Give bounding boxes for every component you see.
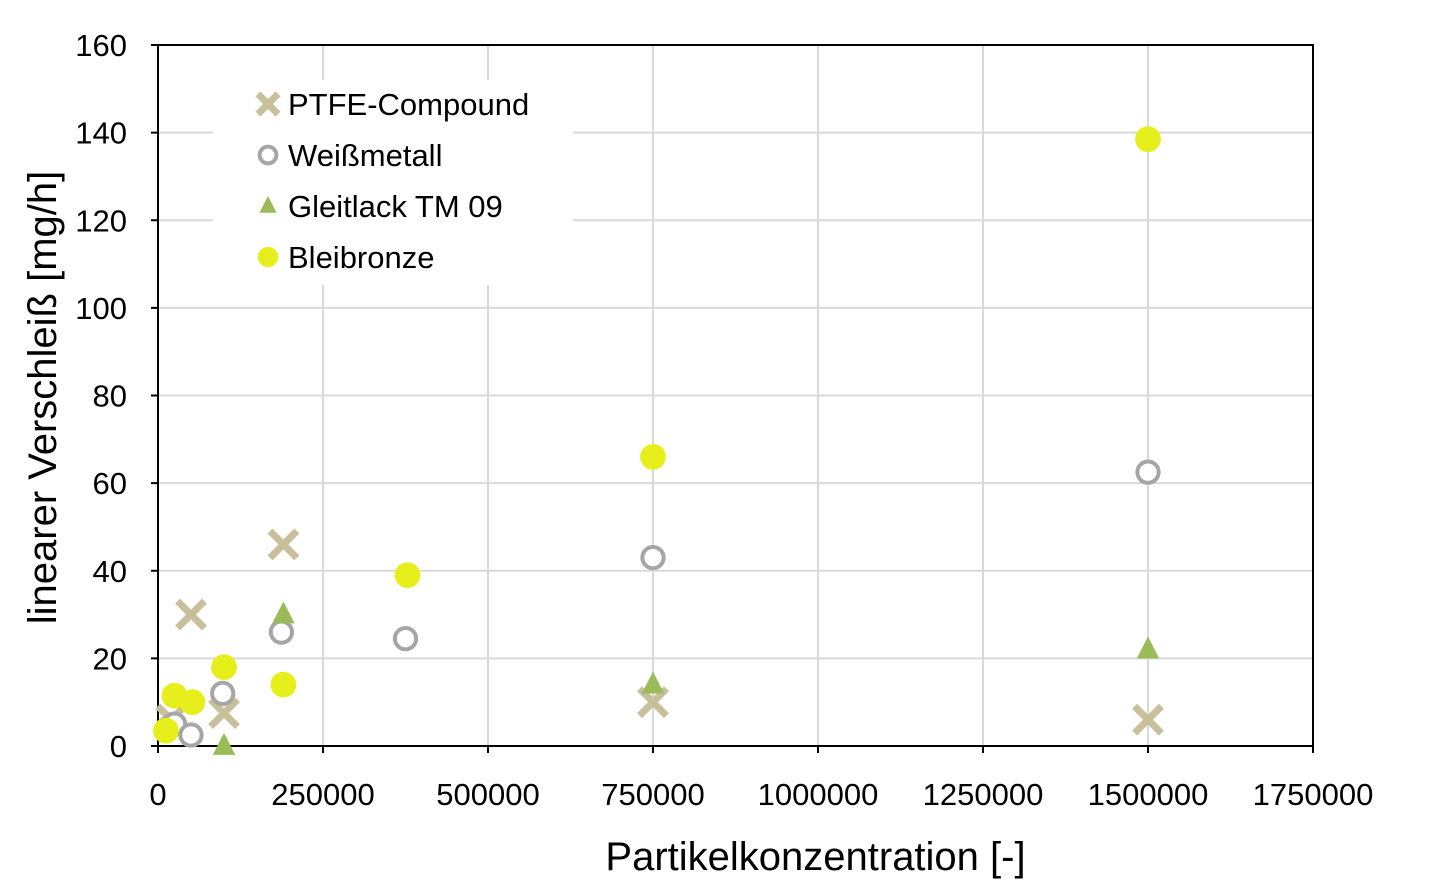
legend-marker-3 xyxy=(257,246,279,268)
series-2 xyxy=(212,601,1160,755)
x-stroke-b xyxy=(208,697,240,730)
x-tick-label-7: 1750000 xyxy=(1253,777,1374,812)
data-point-1-7 xyxy=(1135,459,1161,485)
data-point-0-3 xyxy=(267,528,300,561)
axes: 0 250000 500000 750000 1000000 1250000 1500000… xyxy=(75,28,1373,812)
x-stroke-b xyxy=(255,91,281,117)
data-point-1-3 xyxy=(210,680,236,707)
legend: PTFE-Compound Weißmetall Gleitlack TM 09 Bl… xyxy=(213,80,573,285)
data-point-1-5 xyxy=(392,626,419,652)
data-point-3-7 xyxy=(1135,126,1161,153)
data-point-3-6 xyxy=(640,443,666,470)
data-point-3-2 xyxy=(179,689,206,716)
y-tick-label-5: 100 xyxy=(75,291,127,326)
data-point-3-0 xyxy=(153,717,179,744)
data-point-1-4 xyxy=(268,619,295,645)
x-tick-label-4: 1000000 xyxy=(758,777,879,812)
data-point-0-1 xyxy=(175,598,207,631)
x-tick-label-1: 250000 xyxy=(271,777,374,812)
data-point-1-2 xyxy=(178,722,204,748)
data-point-2-2 xyxy=(641,671,665,694)
y-tick-label-0: 0 xyxy=(110,729,127,764)
x-stroke-b xyxy=(267,528,300,561)
x-stroke-b xyxy=(175,598,207,631)
y-tick-label-7: 140 xyxy=(75,116,127,151)
data-point-0-2 xyxy=(208,697,240,730)
x-axis-title: Partikelkonzentration [-] xyxy=(605,835,1025,879)
legend-marker-0 xyxy=(255,91,281,117)
data-point-0-5 xyxy=(1132,703,1164,736)
data-point-1-6 xyxy=(640,544,666,571)
data-point-3-5 xyxy=(394,562,421,589)
y-axis-title: linearer Verschleiß [mg/h] xyxy=(21,171,65,625)
legend-label-2: Gleitlack TM 09 xyxy=(288,189,503,224)
x-tick-label-2: 500000 xyxy=(436,777,539,812)
legend-label-0: PTFE-Compound xyxy=(288,87,529,122)
data-point-2-1 xyxy=(272,601,295,624)
y-tick-label-6: 120 xyxy=(75,203,127,238)
y-tick-label-3: 60 xyxy=(93,466,127,501)
legend-label-3: Bleibronze xyxy=(288,240,434,275)
y-tick-label-2: 40 xyxy=(93,554,127,589)
data-points xyxy=(153,126,1164,755)
legend-marker-2 xyxy=(259,196,277,213)
legend-marker-1 xyxy=(257,144,279,166)
series-3 xyxy=(153,126,1161,744)
y-tick-label-4: 80 xyxy=(93,379,127,414)
data-point-2-0 xyxy=(212,732,236,755)
x-stroke-b xyxy=(1132,703,1164,736)
data-point-3-3 xyxy=(211,654,237,681)
y-tick-label-8: 160 xyxy=(75,28,127,63)
x-tick-label-5: 1250000 xyxy=(923,777,1044,812)
x-tick-label-3: 750000 xyxy=(601,777,704,812)
x-tick-label-0: 0 xyxy=(149,777,166,812)
legend-label-1: Weißmetall xyxy=(288,138,442,173)
data-point-3-4 xyxy=(270,671,297,698)
data-point-2-3 xyxy=(1136,636,1160,659)
x-tick-label-6: 1500000 xyxy=(1088,777,1209,812)
y-tick-label-1: 20 xyxy=(93,641,127,676)
